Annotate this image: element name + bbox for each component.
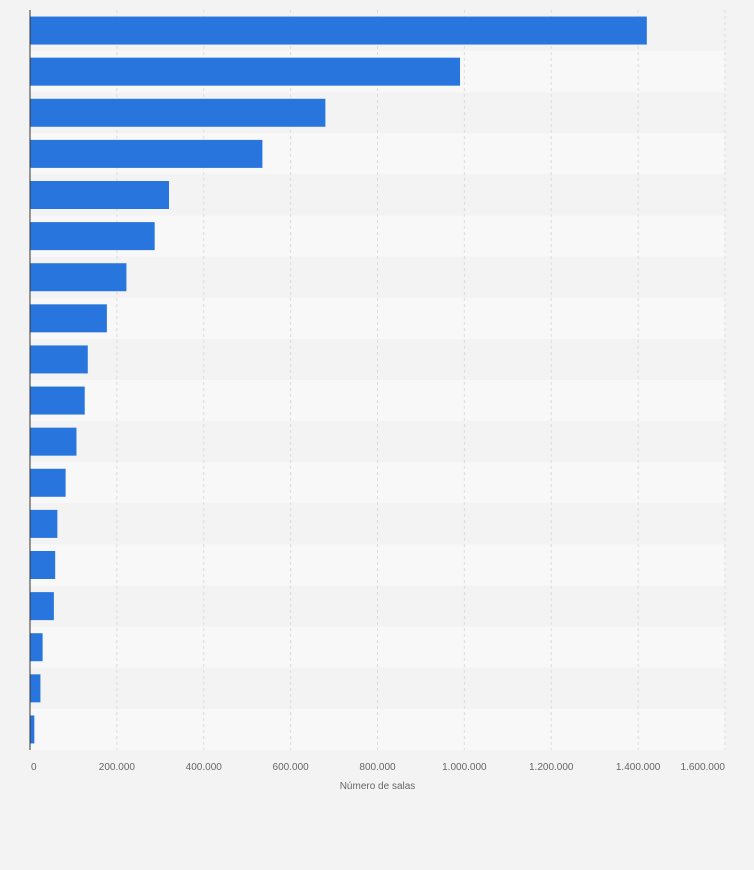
- bar[interactable]: [30, 345, 88, 374]
- x-tick-label: 1.600.000: [681, 762, 726, 773]
- bar[interactable]: [30, 304, 107, 333]
- bar[interactable]: [30, 509, 58, 538]
- bar[interactable]: [30, 674, 41, 703]
- x-tick-label: 400.000: [186, 762, 223, 773]
- x-tick-label: 1.400.000: [616, 762, 661, 773]
- bar[interactable]: [30, 715, 35, 744]
- bar[interactable]: [30, 139, 263, 168]
- x-tick-label: 200.000: [99, 762, 136, 773]
- bar[interactable]: [30, 633, 43, 662]
- x-axis-ticks: 0 200.000 400.000 600.000 800.000 1.000.000 1.…: [31, 762, 725, 773]
- bar[interactable]: [30, 57, 461, 86]
- x-tick-label: 1.000.000: [442, 762, 487, 773]
- x-tick-label: 800.000: [359, 762, 396, 773]
- x-tick-label: 1.200.000: [529, 762, 574, 773]
- x-tick-label: 0: [31, 762, 37, 773]
- bar[interactable]: [30, 468, 66, 497]
- bar[interactable]: [30, 427, 77, 456]
- bar[interactable]: [30, 222, 155, 251]
- x-tick-label: 600.000: [273, 762, 310, 773]
- bar[interactable]: [30, 386, 85, 415]
- bar[interactable]: [30, 263, 127, 292]
- bar[interactable]: [30, 181, 169, 209]
- bar[interactable]: [30, 592, 54, 621]
- bar[interactable]: [30, 16, 647, 45]
- x-axis-title: Número de salas: [340, 781, 416, 792]
- bars: [30, 16, 647, 744]
- bar[interactable]: [30, 551, 56, 579]
- bar[interactable]: [30, 98, 326, 127]
